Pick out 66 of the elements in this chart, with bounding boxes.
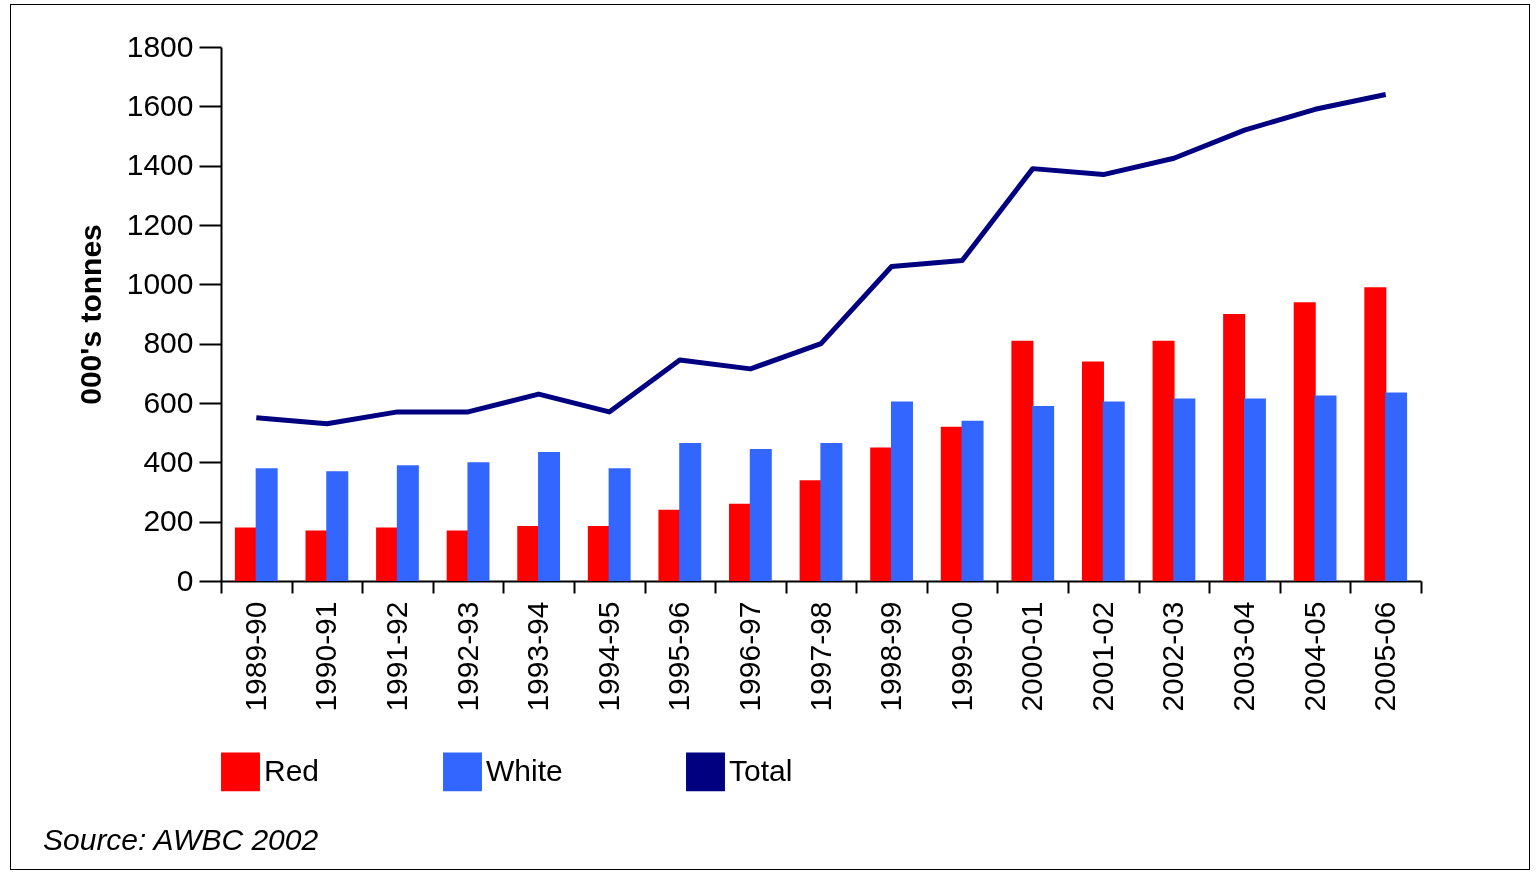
bar (1173, 398, 1196, 581)
y-tick-label: 400 (143, 444, 194, 478)
y-tick-label: 0 (176, 563, 194, 597)
bar (305, 530, 328, 581)
bar (658, 509, 681, 581)
x-tick-label: 2000-01 (1015, 601, 1049, 712)
x-tick-label: 1993-94 (521, 601, 555, 712)
bar (1152, 340, 1175, 581)
bar (1011, 340, 1034, 581)
bar (890, 401, 913, 581)
bar (961, 420, 984, 581)
bar (1364, 287, 1387, 581)
bar (940, 426, 963, 581)
source-note: Source: AWBC 2002 (43, 823, 319, 857)
bar (446, 530, 469, 581)
bar (376, 527, 399, 581)
bar (820, 443, 843, 581)
x-tick-label: 1992-93 (450, 601, 484, 712)
y-tick-label: 800 (143, 326, 194, 360)
y-tick-label: 1000 (126, 266, 194, 300)
bar (1314, 395, 1337, 581)
y-tick-label: 1800 (126, 29, 194, 63)
x-tick-label: 2003-04 (1227, 601, 1261, 712)
y-tick-label: 1200 (126, 207, 194, 241)
y-tick-label: 1600 (126, 88, 194, 122)
bar (679, 443, 702, 581)
legend-label: White (486, 753, 563, 787)
x-tick-label: 2002-03 (1156, 601, 1190, 712)
bar (1385, 392, 1408, 581)
bar (538, 451, 561, 581)
bar (608, 468, 631, 581)
bar (326, 471, 349, 581)
bar (1032, 405, 1055, 581)
x-tick-label: 1998-99 (874, 601, 908, 712)
legend-label: Red (264, 753, 320, 787)
bar (799, 480, 822, 581)
bar (587, 526, 610, 581)
x-tick-label: 1989-90 (238, 601, 272, 712)
bar (1081, 361, 1104, 581)
x-tick-label: 1999-00 (944, 601, 978, 712)
bar (467, 462, 490, 581)
bar (1293, 302, 1316, 581)
y-tick-label: 1400 (126, 148, 194, 182)
bar (729, 503, 752, 581)
x-tick-label: 2004-05 (1297, 601, 1331, 712)
bar (396, 465, 419, 581)
bar (1102, 401, 1125, 581)
bar (1243, 398, 1266, 581)
x-tick-label: 2001-02 (1085, 601, 1119, 712)
y-axis-title: 000's tonnes (73, 224, 107, 405)
bar (870, 447, 893, 581)
bar (517, 526, 540, 581)
bar (255, 468, 278, 581)
bar (234, 527, 257, 581)
x-tick-label: 1996-97 (732, 601, 766, 712)
bar (749, 448, 772, 581)
x-tick-label: 1991-92 (379, 601, 413, 712)
bar (1223, 314, 1246, 581)
x-tick-label: 1995-96 (662, 601, 696, 712)
y-tick-label: 600 (143, 385, 194, 419)
x-tick-label: 1990-91 (309, 601, 343, 712)
x-tick-label: 1994-95 (591, 601, 625, 712)
y-tick-label: 200 (143, 504, 194, 538)
x-tick-label: 2005-06 (1368, 601, 1402, 712)
legend-label: Total (729, 753, 793, 787)
x-tick-label: 1997-98 (803, 601, 837, 712)
